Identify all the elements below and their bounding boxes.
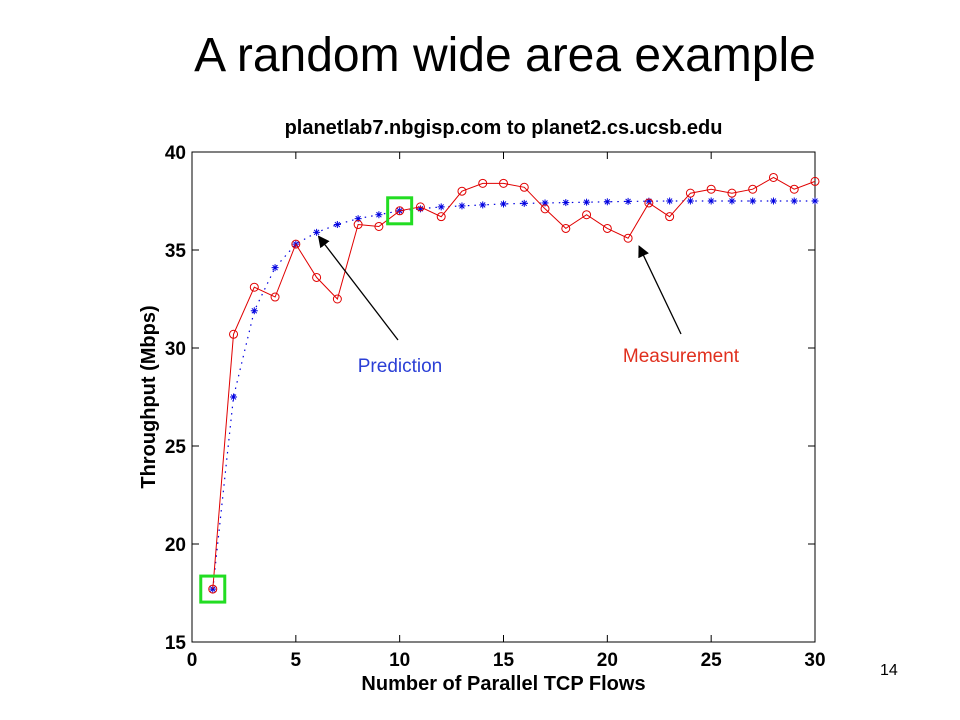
measurement-point <box>644 198 654 208</box>
measurement-point <box>727 188 737 198</box>
prediction-point <box>333 221 341 229</box>
measurement-point <box>499 178 508 188</box>
measurement-line <box>212 176 816 590</box>
measurement-point <box>291 239 301 249</box>
measurement-point <box>789 184 799 194</box>
y-tick-label: 30 <box>165 339 186 360</box>
measurement-point <box>478 178 488 188</box>
prediction-point <box>375 211 383 219</box>
plot-frame <box>191 151 816 643</box>
slide-number: 14 <box>880 662 898 679</box>
prediction-point <box>603 198 611 206</box>
measurement-point <box>395 206 405 216</box>
prediction-line <box>212 200 815 590</box>
measurement-point <box>436 212 446 222</box>
y-tick-label: 20 <box>165 535 186 556</box>
y-tick-label: 35 <box>165 241 187 262</box>
prediction-annotation-label: Prediction <box>358 356 443 377</box>
axis-ticks: 0 5 10 15 20 25 30 15 20 25 30 35 40 <box>165 143 826 671</box>
x-tick-label: 0 <box>187 650 198 671</box>
measurement-point <box>208 584 218 594</box>
highlight-box <box>386 196 414 226</box>
prediction-point <box>437 203 445 211</box>
prediction-point <box>250 307 258 315</box>
measurement-point <box>706 184 716 194</box>
measurement-point <box>540 204 550 214</box>
measurement-arrow <box>638 245 682 335</box>
x-tick-label: 30 <box>804 650 825 671</box>
prediction-point <box>811 197 819 205</box>
prediction-point <box>728 197 736 205</box>
prediction-point <box>520 199 528 207</box>
measurement-point <box>665 212 675 222</box>
measurement-point <box>582 210 592 220</box>
measurement-point <box>312 272 322 282</box>
annotations: Prediction Measurement <box>317 235 740 377</box>
prediction-point <box>686 197 694 205</box>
measurement-point <box>810 176 820 186</box>
x-axis-label: Number of Parallel TCP Flows <box>361 673 645 695</box>
prediction-point <box>583 198 591 206</box>
measurement-point <box>623 233 633 243</box>
measurement-point <box>748 184 758 194</box>
series <box>208 172 820 594</box>
measurement-annotation-label: Measurement <box>623 346 740 367</box>
prediction-point <box>479 201 487 209</box>
prediction-point <box>500 200 507 208</box>
y-axis-label: Throughput (Mbps) <box>138 305 160 488</box>
prediction-point <box>749 197 757 205</box>
measurement-point <box>768 172 778 182</box>
measurement-point <box>353 220 363 230</box>
prediction-point <box>790 197 798 205</box>
prediction-point <box>271 264 279 272</box>
prediction-arrow <box>317 235 399 341</box>
x-tick-label: 25 <box>701 650 723 671</box>
measurement-point <box>685 188 695 198</box>
measurement-point <box>374 221 384 231</box>
prediction-point <box>354 215 362 223</box>
axes <box>191 151 816 643</box>
x-tick-label: 5 <box>291 650 302 671</box>
measurement-point <box>602 223 612 233</box>
measurement-point <box>415 202 425 212</box>
measurement-point <box>519 182 529 192</box>
x-tick-label: 20 <box>597 650 618 671</box>
measurement-point <box>270 292 280 302</box>
prediction-point <box>230 393 238 401</box>
measurement-point <box>229 329 239 339</box>
prediction-point <box>458 202 466 210</box>
x-tick-label: 15 <box>493 650 515 671</box>
y-tick-label: 15 <box>165 633 187 654</box>
highlight-boxes <box>199 196 414 604</box>
prediction-point <box>313 228 321 236</box>
y-tick-label: 25 <box>165 437 187 458</box>
prediction-point <box>769 197 777 205</box>
prediction-point <box>624 197 632 205</box>
measurement-point <box>332 294 342 304</box>
measurement-point <box>249 282 259 292</box>
slide-title: A random wide area example <box>194 29 816 82</box>
measurement-point <box>457 186 467 196</box>
prediction-point <box>707 197 715 205</box>
prediction-point <box>562 199 570 207</box>
prediction-point <box>666 197 674 205</box>
chart-title: planetlab7.nbgisp.com to planet2.cs.ucsb… <box>285 117 723 139</box>
x-tick-label: 10 <box>389 650 410 671</box>
highlight-box <box>199 574 227 604</box>
y-tick-label: 40 <box>165 143 186 164</box>
measurement-point <box>561 223 571 233</box>
